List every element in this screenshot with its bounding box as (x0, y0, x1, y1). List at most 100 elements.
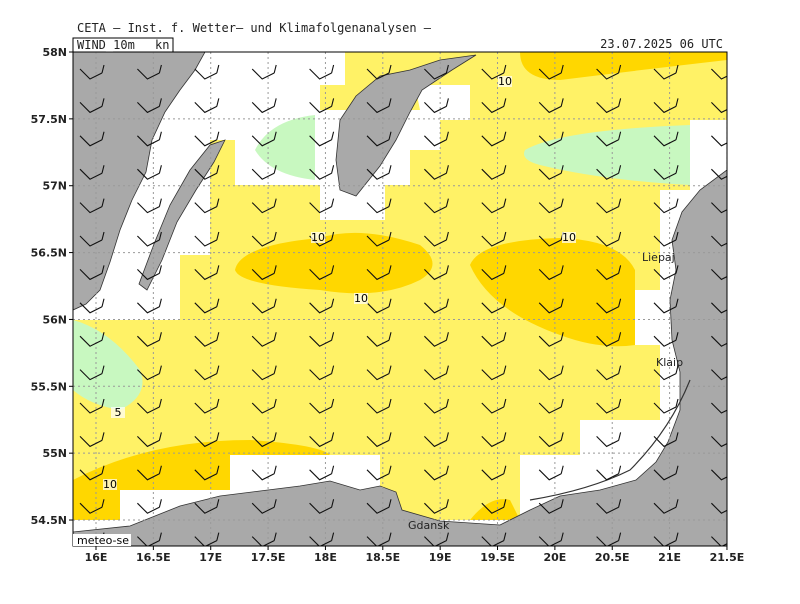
wind-barb (79, 465, 105, 481)
contour-label-bg (354, 293, 368, 304)
wind-barb (596, 265, 622, 281)
wind-barb (79, 98, 105, 114)
wind-barb (366, 365, 392, 381)
wind-barb (137, 365, 162, 381)
lat-label: 55N (42, 447, 67, 460)
wind-barb (251, 432, 277, 448)
contour-label: 10 (354, 292, 368, 305)
wind-barb (366, 332, 392, 347)
wind-barb (137, 231, 162, 247)
lon-label: 16E (85, 551, 108, 564)
credit-box (73, 534, 131, 546)
wind-barb (538, 165, 564, 180)
wind-barb (366, 98, 392, 114)
wind-barb (424, 165, 449, 180)
wind-barb (596, 499, 622, 514)
wind-barb (596, 131, 622, 147)
wind-barb (596, 398, 622, 414)
field-name: WIND_10m (77, 38, 135, 52)
wind-barb (481, 98, 507, 114)
wind-barb (79, 64, 105, 80)
wind-barb (481, 465, 507, 481)
wind-barb (538, 98, 564, 114)
wind-barb (596, 64, 622, 80)
wind-barb (194, 465, 220, 481)
lat-label: 56N (42, 313, 67, 326)
wind-barb (538, 532, 564, 546)
wind-barb (596, 198, 622, 214)
wind-barb (481, 231, 507, 247)
wind-barb (424, 198, 449, 214)
wind-barb (79, 398, 105, 414)
spit (529, 379, 691, 501)
wind-barb (194, 332, 220, 347)
wind-barb (424, 298, 449, 314)
wind-barb (424, 465, 449, 481)
wind-barb (137, 398, 162, 414)
wind-barb (366, 131, 392, 147)
wind-barb (309, 98, 335, 114)
wind-barb (596, 231, 622, 247)
wind-barb (194, 165, 220, 180)
wind-barb (538, 365, 564, 381)
contour-label-bg (311, 232, 325, 243)
wind-barb (596, 365, 622, 381)
shade-strong (520, 52, 727, 80)
wind-barb (424, 131, 449, 147)
shade-calm (73, 320, 143, 410)
wind-barb (596, 465, 622, 481)
wind-barb (309, 64, 335, 80)
header-title: CETA — Inst. f. Wetter— und Klimafolgena… (77, 21, 432, 35)
wind-barb (194, 131, 220, 147)
wind-barb (137, 298, 162, 314)
wind-barb (653, 64, 679, 80)
wind-barb (653, 532, 679, 546)
wind-barb (309, 131, 335, 147)
wind-barb (711, 202, 727, 214)
wind-barb (251, 532, 277, 546)
wind-barb (79, 298, 105, 314)
wind-barb (424, 499, 449, 514)
wind-barb (481, 198, 507, 214)
wind-barb (711, 369, 727, 381)
wind-barb (309, 198, 335, 214)
lat-label: 57.5N (31, 113, 67, 126)
lat-label: 54.5N (31, 514, 67, 527)
lon-label: 18.5E (365, 551, 400, 564)
shade-strong (470, 499, 520, 520)
wind-barb (251, 165, 277, 180)
wind-barb (711, 168, 727, 180)
wind-barb (366, 532, 392, 546)
wind-barb (79, 365, 105, 381)
wind-barb (481, 64, 507, 80)
place-label: Klaip (656, 356, 683, 369)
lon-label: 17.5E (251, 551, 286, 564)
wind-barb (653, 398, 679, 414)
wind-barb (538, 332, 564, 347)
wind-barb (711, 68, 727, 80)
wind-barb (251, 298, 277, 314)
wind-barb (137, 98, 162, 114)
lon-label: 16.5E (136, 551, 171, 564)
wind-barb (538, 465, 564, 481)
valid-time: 23.07.2025 06 UTC (600, 37, 723, 51)
wind-barb (711, 235, 727, 247)
wind-barb (79, 131, 105, 147)
wind-barb (309, 499, 335, 514)
lat-label: 55.5N (31, 380, 67, 393)
wind-barb (194, 365, 220, 381)
wind-barb (653, 265, 679, 281)
wind-barb (251, 64, 277, 80)
wind-barb (251, 265, 277, 281)
wind-barb (538, 131, 564, 147)
wind-barb (596, 165, 622, 180)
contour-label-bg (111, 407, 125, 418)
wind-barb (194, 532, 220, 546)
wind-barb (596, 98, 622, 114)
wind-barb (596, 432, 622, 448)
wind-barb (481, 298, 507, 314)
lon-label: 20E (543, 551, 566, 564)
wind-barb (653, 365, 679, 381)
wind-barb (309, 398, 335, 414)
wind-barb (653, 332, 679, 347)
